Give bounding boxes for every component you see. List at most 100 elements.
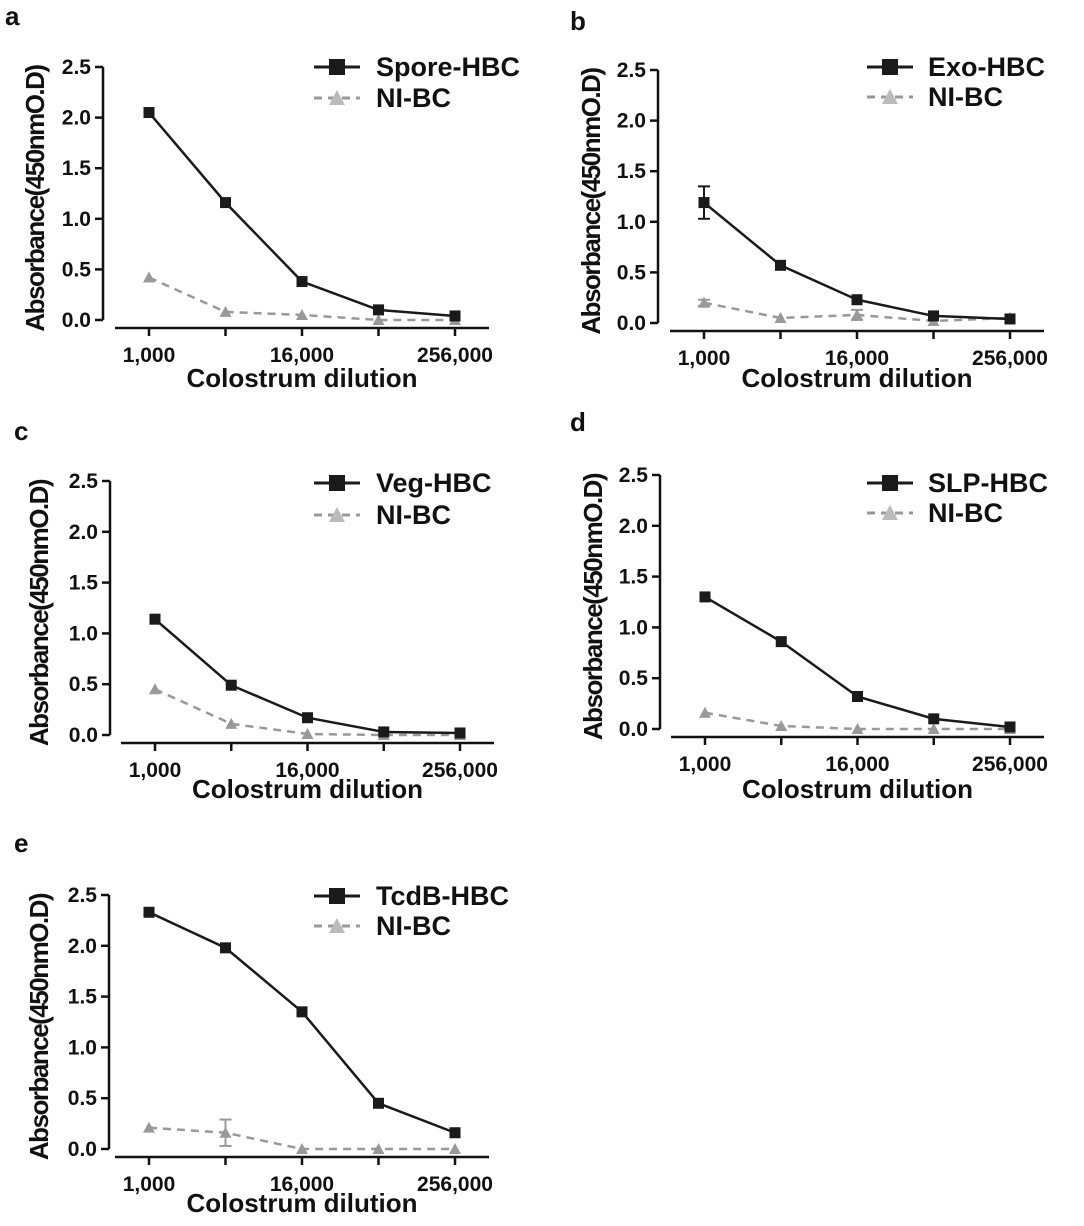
data-point <box>296 1143 308 1154</box>
y-tick-label: 0.5 <box>68 1087 98 1110</box>
x-tick-label: 1,000 <box>679 753 732 776</box>
y-tick-label: 2.0 <box>69 521 98 544</box>
y-tick-label: 0.5 <box>69 673 99 696</box>
data-point <box>378 726 390 738</box>
legend-marker <box>329 90 345 105</box>
legend-marker <box>882 505 898 520</box>
legend-label: NI-BC <box>376 500 451 530</box>
data-point <box>852 690 863 702</box>
series-line <box>148 911 456 1134</box>
x-axis-title: Colostrum dilution <box>186 1188 417 1218</box>
data-point <box>1004 313 1016 325</box>
data-point <box>219 1126 232 1138</box>
data-point <box>775 719 788 731</box>
series-Veg-HBC <box>149 613 466 739</box>
y-tick-label: 0.0 <box>69 724 98 747</box>
data-point <box>775 259 786 271</box>
x-axis-title: Colostrum dilution <box>192 774 423 804</box>
data-point <box>296 1006 308 1018</box>
series-TcdB-HBC <box>143 906 461 1139</box>
x-tick-label: 1,000 <box>123 1173 176 1196</box>
data-point <box>449 1127 461 1139</box>
legend-label: TcdB-HBC <box>376 881 509 911</box>
x-tick-label: 256,000 <box>972 347 1048 370</box>
data-point <box>225 717 238 729</box>
legend-marker <box>882 475 898 491</box>
y-tick-label: 2.5 <box>62 56 92 79</box>
panel-letter: c <box>14 416 28 446</box>
legend-marker <box>329 507 345 522</box>
data-point <box>143 107 155 119</box>
y-tick-label: 0.0 <box>62 309 91 332</box>
chart-panel-b: b 0.0 0.5 1.0 1.5 2.0 2.5 1,000 16,000 256,000Col… <box>570 6 1048 393</box>
y-tick-label: 0.0 <box>617 312 646 335</box>
data-point <box>774 311 787 323</box>
data-point <box>143 906 155 918</box>
y-tick-label: 2.0 <box>617 110 646 133</box>
data-point <box>301 727 314 739</box>
data-point <box>927 723 940 734</box>
y-tick-label: 1.5 <box>69 572 99 595</box>
legend-label: NI-BC <box>376 83 451 113</box>
panel-letter: a <box>5 1 20 31</box>
data-point <box>449 1143 461 1154</box>
chart-panel-d: d 0.0 0.5 1.0 1.5 2.0 2.5 1,000 16,000 256,000Col… <box>570 407 1048 804</box>
legend-label: NI-BC <box>376 911 451 941</box>
series-SLP-HBC <box>699 591 1016 733</box>
y-axis-title: Absorbance(450nmO.D) <box>24 479 54 746</box>
x-tick-label: 16,000 <box>270 1173 334 1196</box>
y-tick-label: 2.0 <box>619 515 648 538</box>
legend-label: Spore-HBC <box>376 52 520 82</box>
y-tick-label: 2.5 <box>619 464 649 487</box>
y-axis-title: Absorbance(450nmO.D) <box>576 68 606 335</box>
y-tick-label: 1.0 <box>62 208 91 231</box>
data-point <box>302 712 313 724</box>
series-NI-BC <box>699 706 1016 734</box>
series-Spore-HBC <box>143 107 461 322</box>
y-tick-label: 2.0 <box>68 935 97 958</box>
data-point <box>449 310 461 322</box>
data-point <box>143 1121 155 1133</box>
y-tick-label: 1.0 <box>619 616 648 639</box>
chart-panel-e: e 0.0 0.5 1.0 1.5 2.0 2.5 1,000 16,000 256,000Col… <box>14 828 509 1218</box>
x-tick-label: 16,000 <box>275 759 339 782</box>
data-point <box>851 723 864 734</box>
y-tick-label: 2.5 <box>69 470 99 493</box>
data-point <box>219 305 232 317</box>
data-point <box>698 296 710 308</box>
panel-letter: e <box>14 828 28 858</box>
y-tick-label: 1.5 <box>68 986 98 1009</box>
panel-letter: b <box>570 6 586 36</box>
x-tick-label: 1,000 <box>123 344 176 367</box>
legend-label: SLP-HBC <box>928 468 1048 498</box>
x-tick-label: 16,000 <box>270 344 334 367</box>
y-tick-label: 1.5 <box>619 566 649 589</box>
y-tick-label: 1.5 <box>62 157 92 180</box>
data-point <box>373 1097 384 1109</box>
legend-label: Veg-HBC <box>376 468 492 498</box>
legend-label: NI-BC <box>928 82 1003 112</box>
x-tick-label: 1,000 <box>678 347 731 370</box>
x-axis-title: Colostrum dilution <box>742 774 973 804</box>
y-tick-label: 1.0 <box>69 622 98 645</box>
data-point <box>699 591 711 603</box>
chart-panel-c: c 0.0 0.5 1.0 1.5 2.0 2.5 1,000 16,000 256,000Col… <box>14 416 498 804</box>
x-axis-title: Colostrum dilution <box>186 363 417 393</box>
data-point <box>372 1143 385 1154</box>
y-tick-label: 1.5 <box>617 160 647 183</box>
data-point <box>143 271 155 283</box>
data-point <box>851 294 863 306</box>
data-point <box>928 310 939 322</box>
x-tick-label: 256,000 <box>417 344 493 367</box>
data-point <box>220 942 231 954</box>
chart-panel-a: a 0.0 0.5 1.0 1.5 2.0 2.5 1,000 16,000 256,000Col… <box>5 1 520 393</box>
x-tick-label: 1,000 <box>129 759 182 782</box>
y-tick-label: 1.0 <box>68 1036 97 1059</box>
data-point <box>149 683 161 695</box>
data-point <box>1004 721 1016 733</box>
